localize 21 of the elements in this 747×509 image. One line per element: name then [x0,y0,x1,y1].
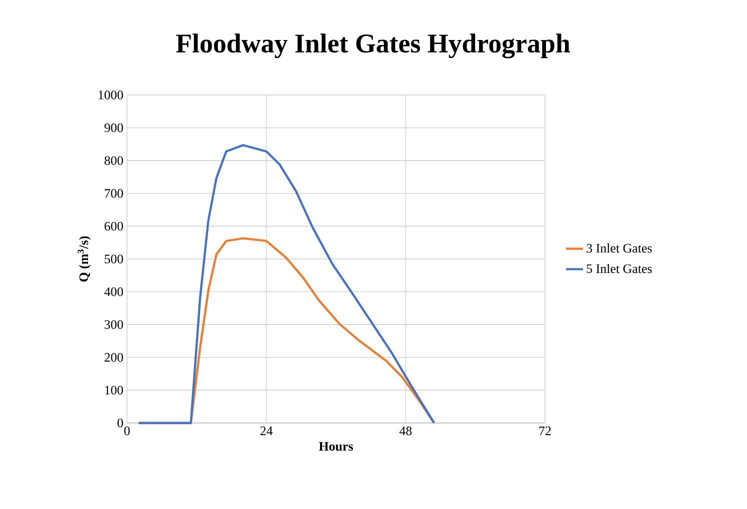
y-tick-label: 1000 [98,90,123,100]
x-tick-label: 48 [399,426,412,436]
line-series [138,144,436,424]
x-tick-label: 72 [539,426,551,436]
x-axis-title: Hours [318,442,353,451]
y-tick-label: 100 [105,386,123,395]
legend-label: 5 Inlet Gates [586,264,652,274]
y-tick-label: 900 [104,123,123,132]
y-tick-label: 700 [104,189,123,198]
y-tick-label: 800 [104,156,123,165]
y-tick-label: 400 [104,287,123,296]
y-tick-label: 200 [104,353,123,362]
y-tick-label: 0 [118,418,123,428]
y-tick-label: 300 [104,320,123,329]
x-tick-label: 24 [260,426,273,436]
chart-title: Floodway Inlet Gates Hydrograph [176,34,570,58]
y-tick-label: 600 [104,222,123,231]
y-tick-label: 500 [104,254,123,264]
y-axis-title: Q (m$^{3}$/s) [78,236,91,282]
legend-label: 3 Inlet Gates [586,244,652,253]
x-tick-label: 0 [124,426,130,436]
